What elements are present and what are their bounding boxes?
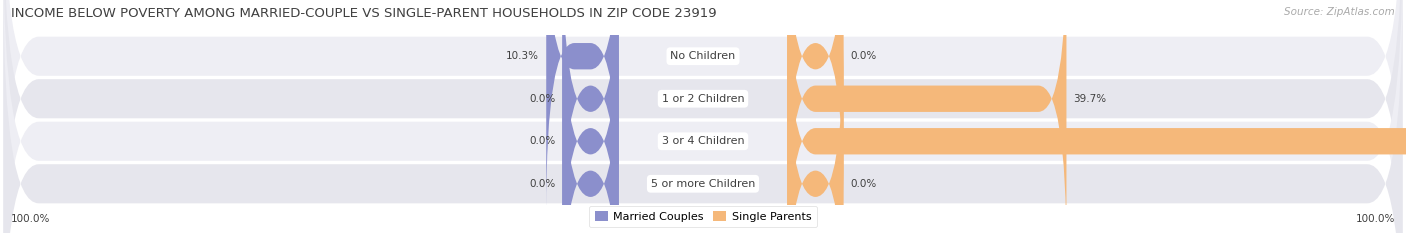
Text: No Children: No Children [671,51,735,61]
FancyBboxPatch shape [787,0,1067,233]
Text: 0.0%: 0.0% [529,136,555,146]
Text: 10.3%: 10.3% [506,51,540,61]
Text: 39.7%: 39.7% [1074,94,1107,104]
FancyBboxPatch shape [546,0,619,213]
Text: 100.0%: 100.0% [1355,214,1395,224]
Text: INCOME BELOW POVERTY AMONG MARRIED-COUPLE VS SINGLE-PARENT HOUSEHOLDS IN ZIP COD: INCOME BELOW POVERTY AMONG MARRIED-COUPL… [11,7,717,20]
Legend: Married Couples, Single Parents: Married Couples, Single Parents [589,206,817,227]
FancyBboxPatch shape [787,27,844,233]
FancyBboxPatch shape [562,0,619,233]
Text: 100.0%: 100.0% [11,214,51,224]
Text: 5 or more Children: 5 or more Children [651,179,755,189]
Text: 0.0%: 0.0% [851,179,877,189]
FancyBboxPatch shape [787,0,1406,233]
FancyBboxPatch shape [3,0,1403,233]
FancyBboxPatch shape [787,0,844,213]
FancyBboxPatch shape [3,0,1403,233]
FancyBboxPatch shape [3,0,1403,233]
FancyBboxPatch shape [562,27,619,233]
FancyBboxPatch shape [562,0,619,233]
Text: 3 or 4 Children: 3 or 4 Children [662,136,744,146]
FancyBboxPatch shape [3,0,1403,233]
Text: 0.0%: 0.0% [851,51,877,61]
Text: 1 or 2 Children: 1 or 2 Children [662,94,744,104]
Text: 0.0%: 0.0% [529,179,555,189]
Text: Source: ZipAtlas.com: Source: ZipAtlas.com [1284,7,1395,17]
Text: 0.0%: 0.0% [529,94,555,104]
